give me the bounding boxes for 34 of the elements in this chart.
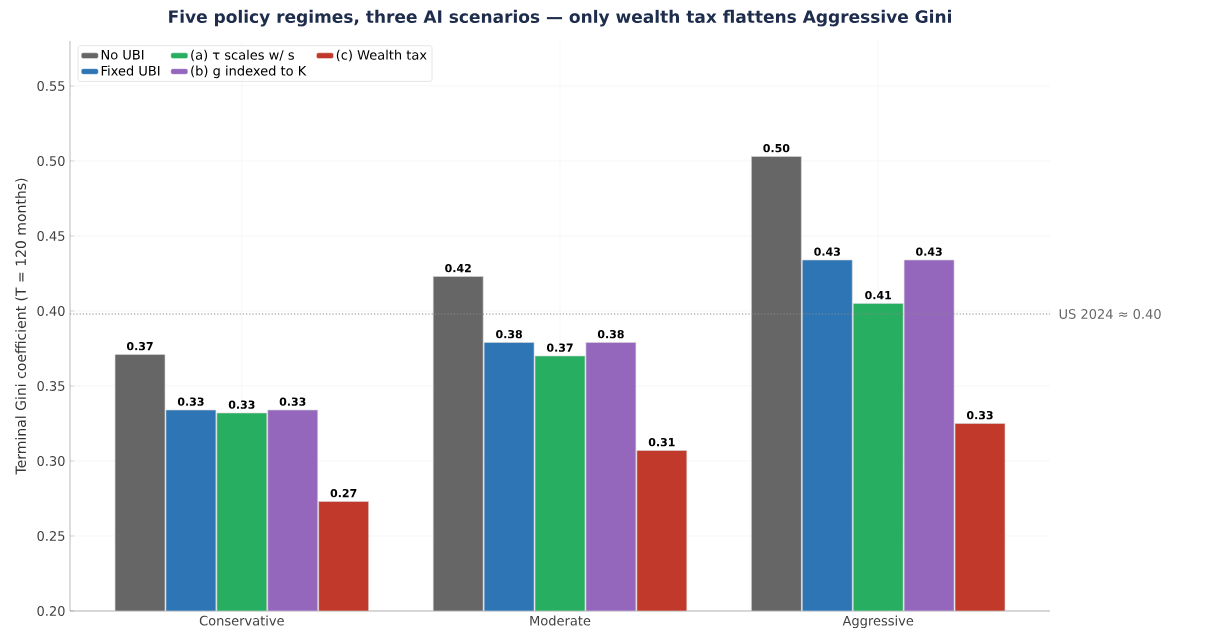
ref-line-label: US 2024 ≈ 0.40	[1059, 309, 1161, 319]
data-label: 0.33	[228, 400, 255, 409]
y-tick-label: 0.45	[37, 231, 65, 241]
legend-label: Fixed UBI	[101, 65, 160, 76]
chart-title: Five policy regimes, three AI scenarios — only wealth tax flattens Aggressive Gini	[169, 9, 951, 27]
data-label: 0.33	[966, 410, 993, 420]
data-label: 0.50	[763, 143, 790, 153]
data-label: 0.37	[126, 341, 153, 351]
data-label: 0.43	[814, 247, 840, 256]
data-label: 0.41	[865, 290, 891, 300]
y-axis-title: Terminal Gini coefficient (T = 120 months)	[15, 178, 28, 475]
data-label: 0.33	[279, 397, 306, 406]
y-tick-label: 0.40	[37, 306, 65, 316]
y-tick-label: 0.20	[37, 606, 65, 616]
x-tick-label: Moderate	[530, 615, 591, 626]
legend-label: No UBI	[101, 49, 144, 60]
y-tick-label: 0.25	[37, 531, 65, 541]
data-label: 0.43	[916, 247, 942, 256]
y-tick-label: 0.35	[37, 381, 65, 391]
y-tick-label: 0.30	[37, 456, 65, 466]
legend-label: (b) g indexed to K	[191, 65, 307, 79]
x-tick-label: Conservative	[199, 615, 284, 626]
x-tick-label: Aggressive	[842, 615, 914, 629]
y-tick-label: 0.50	[37, 156, 65, 166]
data-label: 0.38	[597, 329, 624, 339]
legend-label: (a) τ scales w/ s	[191, 49, 294, 62]
data-label: 0.37	[546, 343, 573, 352]
data-label: 0.33	[177, 397, 204, 406]
data-label: 0.27	[330, 488, 357, 498]
data-label: 0.38	[496, 329, 522, 339]
legend-label: (c) Wealth tax	[336, 49, 427, 62]
data-label: 0.31	[648, 437, 675, 447]
data-label: 0.42	[445, 263, 471, 273]
y-tick-label: 0.55	[37, 81, 65, 91]
